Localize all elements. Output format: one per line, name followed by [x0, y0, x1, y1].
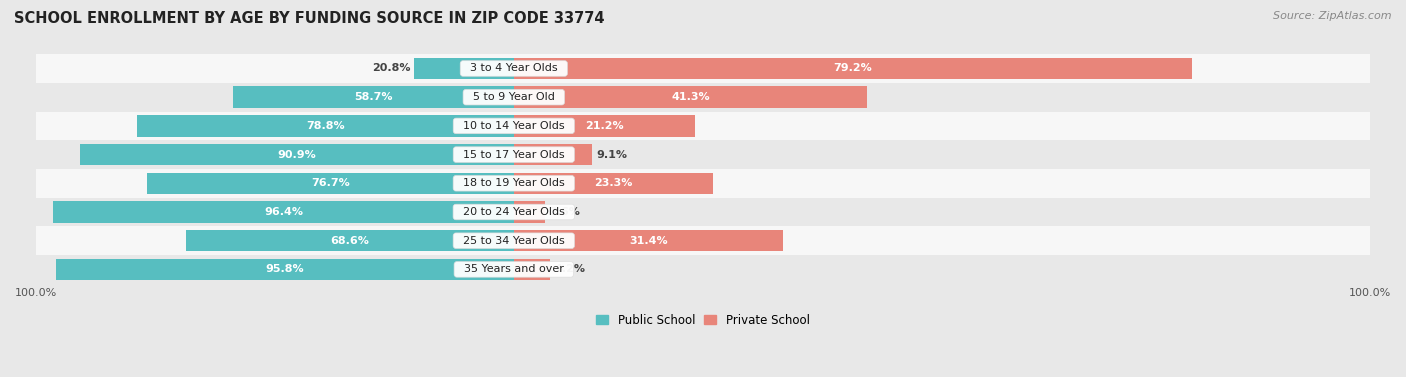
Bar [80, 144, 513, 166]
Text: 9.1%: 9.1% [596, 150, 627, 159]
Text: 35 Years and over: 35 Years and over [457, 264, 571, 274]
Text: 18 to 19 Year Olds: 18 to 19 Year Olds [456, 178, 572, 188]
Bar [513, 58, 1192, 79]
Bar [148, 173, 513, 194]
Legend: Public School, Private School: Public School, Private School [593, 310, 813, 330]
Bar [513, 230, 783, 251]
Bar [37, 83, 1369, 112]
Bar [513, 201, 544, 223]
Bar [233, 86, 513, 108]
Text: 58.7%: 58.7% [354, 92, 392, 102]
Text: 10 to 14 Year Olds: 10 to 14 Year Olds [456, 121, 572, 131]
Text: 20.8%: 20.8% [371, 63, 411, 74]
Text: 95.8%: 95.8% [266, 264, 304, 274]
Bar [37, 226, 1369, 255]
Text: 3.6%: 3.6% [548, 207, 579, 217]
Bar [37, 198, 1369, 226]
Text: 5 to 9 Year Old: 5 to 9 Year Old [465, 92, 562, 102]
Bar [37, 169, 1369, 198]
Text: Source: ZipAtlas.com: Source: ZipAtlas.com [1274, 11, 1392, 21]
Bar [513, 144, 592, 166]
Bar [513, 173, 713, 194]
Bar [138, 115, 513, 136]
Bar [513, 115, 696, 136]
Bar [186, 230, 513, 251]
Text: 20 to 24 Year Olds: 20 to 24 Year Olds [456, 207, 572, 217]
Text: 4.2%: 4.2% [554, 264, 585, 274]
Text: 23.3%: 23.3% [595, 178, 633, 188]
Text: 96.4%: 96.4% [264, 207, 304, 217]
Bar [37, 140, 1369, 169]
Text: 41.3%: 41.3% [671, 92, 710, 102]
Text: 79.2%: 79.2% [834, 63, 872, 74]
Bar [56, 259, 513, 280]
Bar [37, 255, 1369, 284]
Text: 90.9%: 90.9% [277, 150, 316, 159]
Bar [37, 54, 1369, 83]
Bar [415, 58, 513, 79]
Bar [513, 259, 550, 280]
Bar [513, 86, 868, 108]
Text: 76.7%: 76.7% [311, 178, 350, 188]
Text: 15 to 17 Year Olds: 15 to 17 Year Olds [456, 150, 572, 159]
Bar [37, 112, 1369, 140]
Text: 3 to 4 Year Olds: 3 to 4 Year Olds [463, 63, 565, 74]
Text: 68.6%: 68.6% [330, 236, 370, 246]
Text: 31.4%: 31.4% [628, 236, 668, 246]
Text: SCHOOL ENROLLMENT BY AGE BY FUNDING SOURCE IN ZIP CODE 33774: SCHOOL ENROLLMENT BY AGE BY FUNDING SOUR… [14, 11, 605, 26]
Bar [53, 201, 513, 223]
Text: 21.2%: 21.2% [585, 121, 624, 131]
Text: 25 to 34 Year Olds: 25 to 34 Year Olds [456, 236, 572, 246]
Text: 78.8%: 78.8% [307, 121, 344, 131]
